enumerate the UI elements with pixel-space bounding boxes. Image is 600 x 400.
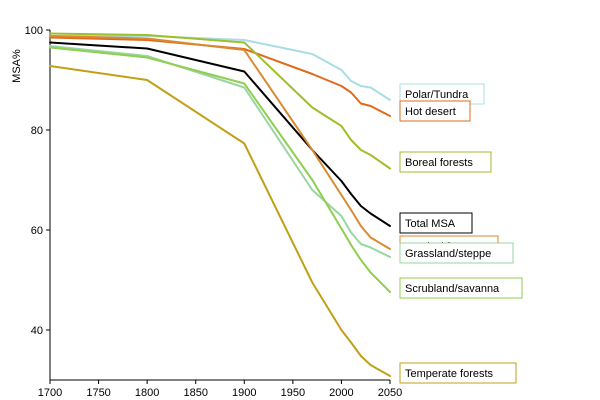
legend-box <box>399 100 471 122</box>
series-line-tropical-forests <box>49 35 391 250</box>
series-line-scrubland-savanna <box>49 46 391 293</box>
legend-item-grassland-steppe: Grassland/steppe <box>399 242 514 264</box>
legend-box <box>399 277 523 299</box>
x-tick-label: 1700 <box>38 387 62 399</box>
legend-label: Scrubland/savanna <box>405 283 500 295</box>
y-tick-label: 80 <box>31 125 43 137</box>
legend-item-boreal-forests: Boreal forests <box>399 151 492 173</box>
legend-label: Temperate forests <box>405 368 494 380</box>
x-tick-label: 1850 <box>183 387 207 399</box>
y-tick-label: 100 <box>25 25 43 37</box>
axes: 1700 1750 1800 1850 1900 1950 2000 2050 40 60 80 1… <box>11 25 402 399</box>
y-tick-label: 40 <box>31 325 43 337</box>
legend-label: Polar/Tundra <box>405 89 469 101</box>
x-tick-label: 1750 <box>86 387 110 399</box>
series-line-boreal-forests <box>49 32 391 170</box>
legend-label: Grassland/steppe <box>405 248 491 260</box>
legend-box <box>399 151 492 173</box>
legend-item-hot-desert: Hot desert <box>399 100 471 122</box>
x-tick-label: 1900 <box>232 387 256 399</box>
legend-box <box>399 362 517 384</box>
legend-label: Total MSA <box>405 218 456 230</box>
x-ticks: 1700 1750 1800 1850 1900 1950 2000 2050 <box>38 380 402 399</box>
legend-item-total-msa: Total MSA <box>399 212 473 234</box>
y-ticks: 40 60 80 100 <box>25 25 50 337</box>
legend-box <box>399 212 473 234</box>
x-tick-label: 2000 <box>329 387 353 399</box>
legend-box <box>399 242 514 264</box>
x-tick-label: 1800 <box>135 387 159 399</box>
legend-item-scrubland-savanna: Scrubland/savanna <box>399 277 523 299</box>
series-layer <box>49 32 391 377</box>
legend-label: Hot desert <box>405 106 456 118</box>
y-tick-label: 60 <box>31 225 43 237</box>
series-line-total-msa <box>49 41 391 227</box>
x-tick-label: 2050 <box>378 387 402 399</box>
series-line-temperate-forests <box>49 65 391 377</box>
legend-item-temperate-forests: Temperate forests <box>399 362 517 384</box>
x-tick-label: 1950 <box>281 387 305 399</box>
y-axis-label: MSA% <box>11 49 23 83</box>
legend: Polar/Tundra Hot desert Boreal forests Tota… <box>399 83 523 384</box>
legend-label: Boreal forests <box>405 157 473 169</box>
